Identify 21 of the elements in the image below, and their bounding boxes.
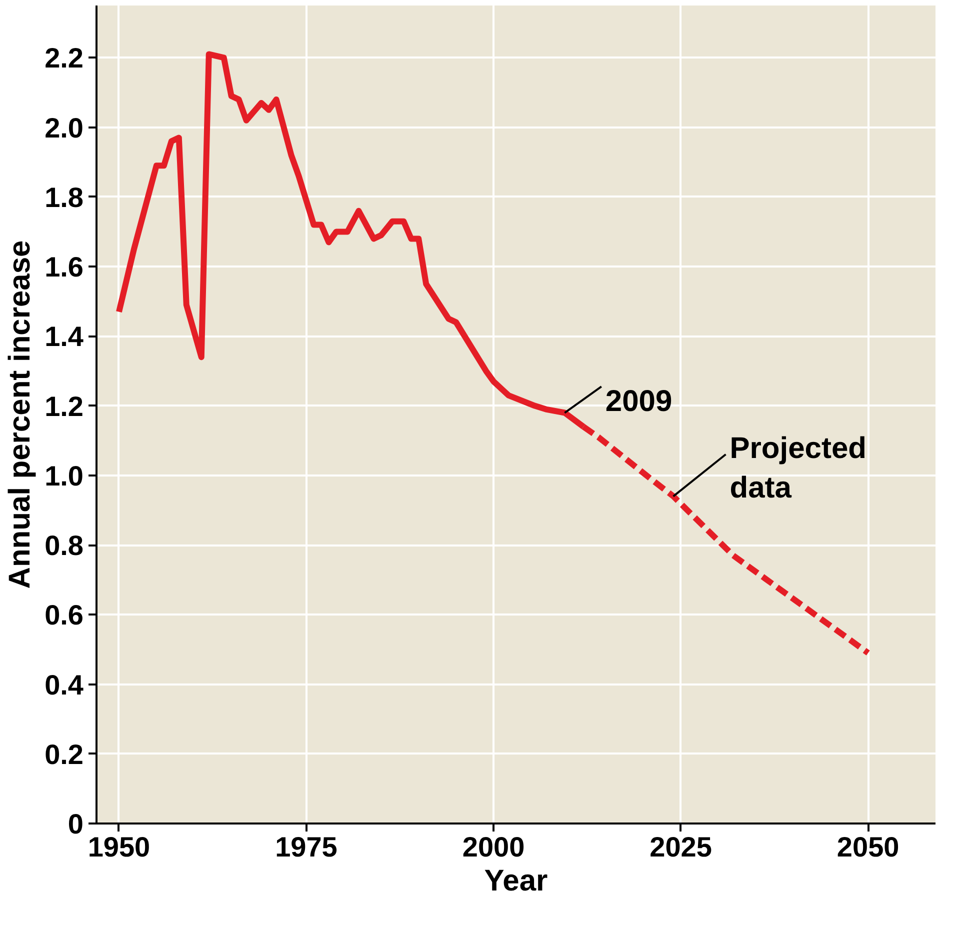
y-tick-label: 0.6	[44, 600, 84, 631]
x-tick-label: 2000	[462, 832, 525, 862]
y-tick-label: 0.2	[44, 738, 84, 770]
annotation: Projected data	[730, 432, 866, 505]
y-tick-label: 0	[68, 808, 84, 840]
y-tick-label: 1.4	[44, 321, 84, 352]
y-tick-label: 1.0	[44, 460, 84, 492]
y-tick-label: 2.2	[44, 42, 84, 74]
x-tick-label: 1950	[88, 832, 150, 862]
x-tick-label: 2050	[836, 832, 900, 862]
y-axis-title: Annual percent increase	[4, 240, 37, 589]
x-tick-label: 1975	[275, 832, 338, 862]
y-tick-label: 1.2	[44, 390, 84, 422]
y-tick-label: 1.6	[44, 252, 84, 283]
y-tick-label: 1.8	[44, 182, 84, 213]
x-tick-label: 2025	[650, 832, 712, 862]
y-tick-label: 2.0	[44, 112, 84, 144]
y-tick-label: 0.4	[44, 669, 84, 700]
annotation: 2009	[605, 385, 672, 418]
x-axis-title: Year	[484, 864, 548, 898]
y-tick-label: 0.8	[44, 530, 84, 562]
